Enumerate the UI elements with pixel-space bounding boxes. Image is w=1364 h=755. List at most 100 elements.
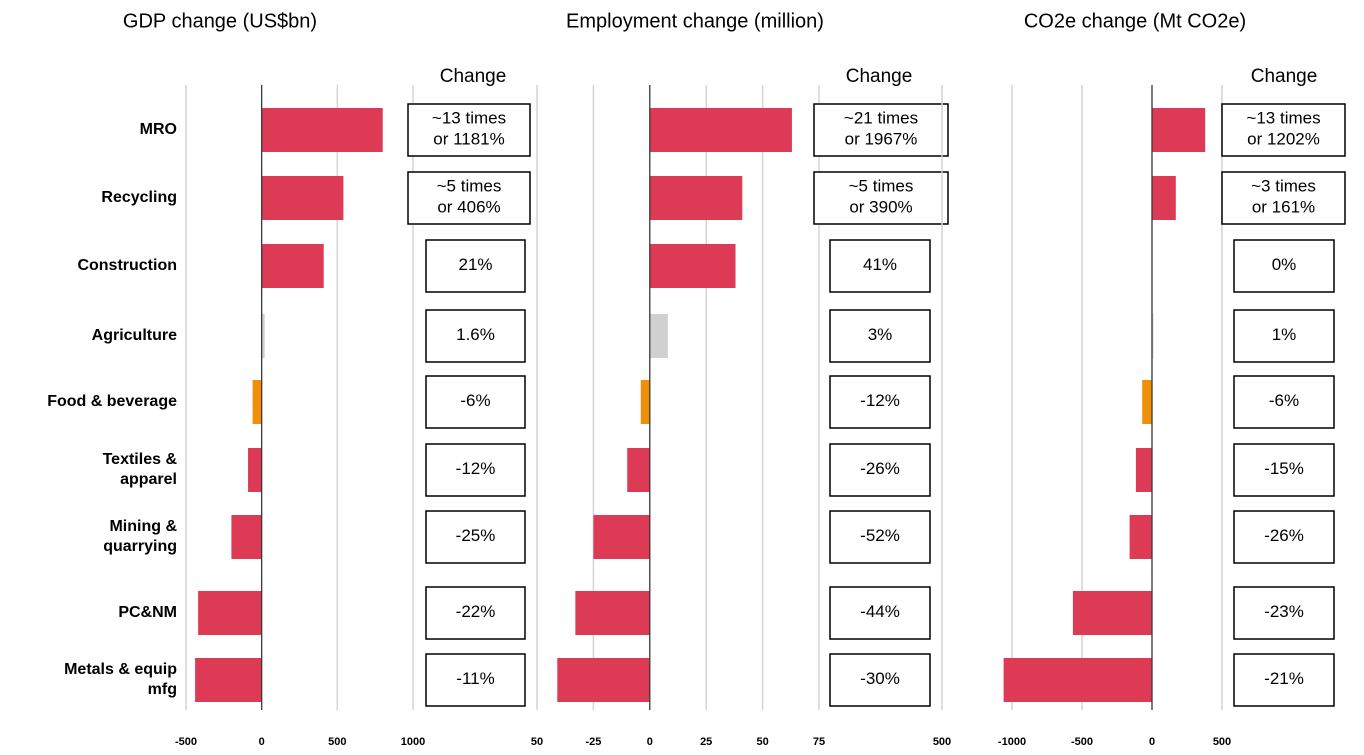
change-label: -44% — [860, 602, 900, 621]
change-label-line: or 1181% — [433, 130, 505, 149]
change-label-line: or 1967% — [845, 130, 918, 149]
bar — [1129, 515, 1152, 559]
change-header: Change — [846, 66, 913, 87]
change-label-line: ~13 times — [1246, 109, 1320, 128]
x-tick-label: 25 — [700, 736, 712, 748]
change-label-line: ~13 times — [432, 109, 506, 128]
change-label: ~5 times or 406% — [437, 177, 502, 217]
bar — [649, 176, 743, 220]
change-box — [1233, 653, 1335, 707]
bar — [649, 244, 736, 288]
x-tick-label: 0 — [647, 736, 653, 748]
category-label: Metals & equip mfg — [64, 661, 177, 698]
change-label: ~13 times or 1181% — [432, 109, 506, 149]
change-label: -11% — [456, 669, 494, 688]
change-label: -25% — [456, 526, 496, 545]
change-label-line: -15% — [1264, 459, 1304, 478]
change-label-line: 3% — [868, 325, 893, 344]
change-box — [829, 653, 931, 707]
bar — [1135, 448, 1152, 492]
bar — [627, 448, 650, 492]
category-label: Agriculture — [92, 327, 177, 344]
change-label-line: -12% — [860, 391, 900, 410]
category-label-line: Textiles & — [103, 451, 178, 468]
change-label-line: 1% — [1272, 325, 1297, 344]
change-label-line: -25% — [456, 526, 496, 545]
change-label-line: -6% — [460, 391, 490, 410]
category-label-line: Construction — [77, 257, 177, 274]
change-label: 21% — [458, 255, 492, 274]
bar — [649, 314, 668, 358]
change-label-line: -12% — [456, 459, 496, 478]
bar — [640, 380, 650, 424]
change-box — [813, 171, 949, 225]
change-label-line: or 406% — [437, 198, 500, 217]
change-label-line: -23% — [1264, 602, 1304, 621]
change-label: 1% — [1272, 325, 1297, 344]
change-label-line: or 390% — [849, 198, 912, 217]
change-label-line: ~21 times — [844, 109, 918, 128]
bar — [1072, 591, 1152, 635]
change-box — [1233, 586, 1335, 640]
change-label-line: -11% — [456, 669, 494, 688]
change-box — [425, 653, 526, 707]
change-label: 1.6% — [456, 325, 495, 344]
category-label-line: Food & beverage — [47, 393, 177, 410]
panel-title: GDP change (US$bn) — [123, 10, 317, 32]
change-label-line: 1.6% — [456, 325, 495, 344]
change-box — [425, 443, 526, 497]
change-header: Change — [440, 66, 507, 87]
bar — [1152, 314, 1154, 358]
change-box — [1233, 375, 1335, 429]
change-box — [1221, 103, 1346, 157]
x-tick-label: -500 — [175, 736, 197, 748]
change-label: ~13 times or 1202% — [1246, 109, 1320, 149]
change-label-line: -52% — [860, 526, 900, 545]
category-label-line: Mining & — [109, 518, 177, 535]
change-label: -30% — [860, 669, 900, 688]
panel-title: CO2e change (Mt CO2e) — [1024, 10, 1246, 32]
category-label: Textiles & apparel — [103, 451, 178, 488]
change-label-line: or 1202% — [1247, 130, 1320, 149]
change-box — [425, 586, 526, 640]
x-tick-label: 500 — [1213, 736, 1231, 748]
x-tick-label: 500 — [328, 736, 346, 748]
change-label-line: ~3 times — [1251, 177, 1316, 196]
change-label: 3% — [868, 325, 893, 344]
change-box — [829, 309, 931, 363]
change-label: -6% — [460, 391, 490, 410]
change-box — [829, 510, 931, 564]
x-tick-label: -1000 — [998, 736, 1026, 748]
bar — [1152, 176, 1176, 220]
change-label: -12% — [860, 391, 900, 410]
bar — [593, 515, 650, 559]
change-box — [425, 309, 526, 363]
category-label: Food & beverage — [47, 393, 177, 410]
change-label: -21% — [1264, 669, 1304, 688]
change-header: Change — [1251, 66, 1318, 87]
category-label: Recycling — [101, 189, 177, 206]
x-tick-label: 75 — [813, 736, 825, 748]
category-label-line: apparel — [120, 471, 177, 488]
bar — [195, 658, 262, 702]
change-box — [1233, 510, 1335, 564]
change-label: -22% — [456, 602, 496, 621]
change-box — [1221, 171, 1346, 225]
change-label: ~21 times or 1967% — [844, 109, 918, 149]
change-label-line: -44% — [860, 602, 900, 621]
bar — [261, 314, 265, 358]
change-label-line: -30% — [860, 669, 900, 688]
bar — [1003, 658, 1152, 702]
category-label: Construction — [77, 257, 177, 274]
panel-title: Employment change (million) — [566, 10, 824, 32]
category-label: Mining & quarrying — [103, 518, 177, 555]
x-tick-label: 50 — [756, 736, 768, 748]
bar — [575, 591, 650, 635]
change-label: ~3 times or 161% — [1251, 177, 1316, 217]
x-tick-label: 500 — [933, 736, 951, 748]
category-label: MRO — [140, 121, 177, 138]
category-label-line: MRO — [140, 121, 177, 138]
change-label-line: 21% — [458, 255, 492, 274]
change-label-line: -22% — [456, 602, 496, 621]
change-label-line: -21% — [1264, 669, 1304, 688]
